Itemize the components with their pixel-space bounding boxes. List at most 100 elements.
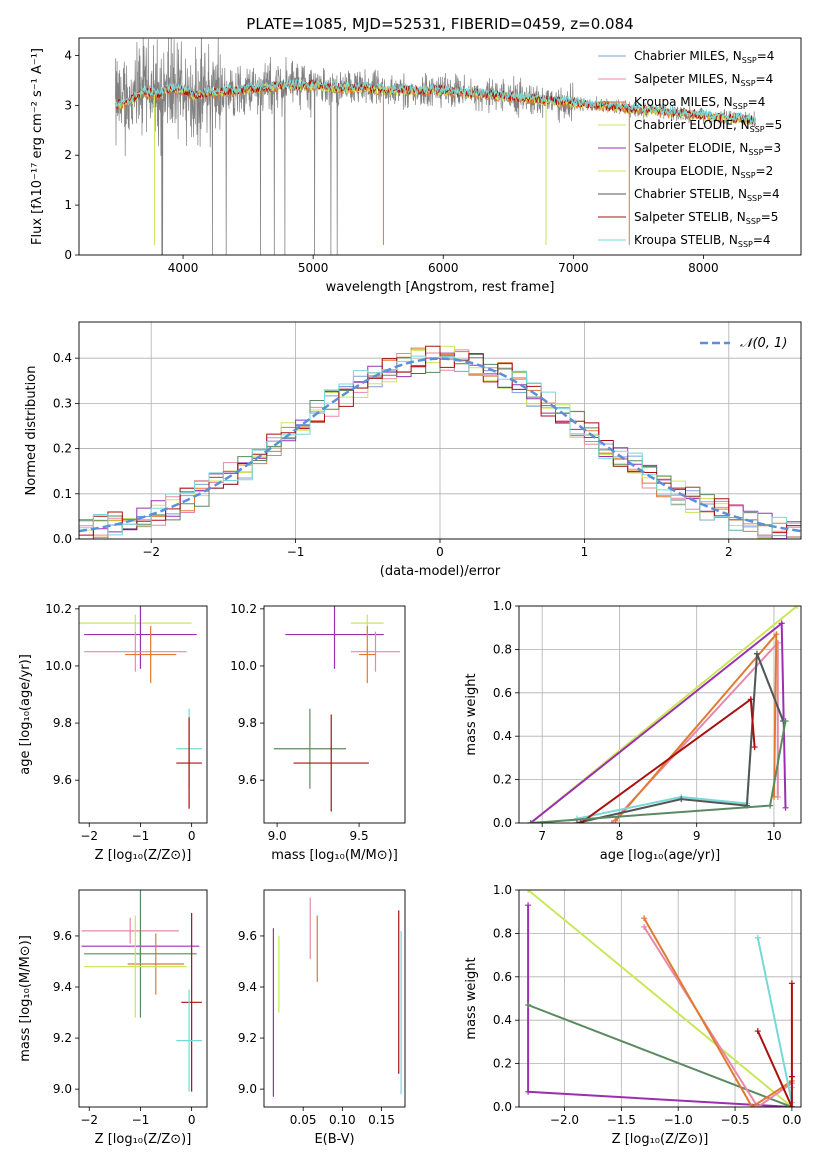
x-axis-label: Z [log₁₀(Z/Z⊙)] bbox=[95, 848, 192, 863]
x-tick-label: −1.5 bbox=[607, 1113, 636, 1127]
y-tick-label: 0.0 bbox=[53, 532, 72, 546]
mass-weight-line bbox=[527, 890, 793, 1107]
y-tick-label: 9.0 bbox=[238, 1082, 257, 1096]
x-tick-label: 0.05 bbox=[290, 1113, 317, 1127]
age-vs-metallicity-plot: −2 −1 0 9.6 9.8 10.0 10.2 Z [log₁₀(Z/Z⊙)] age [l… bbox=[18, 602, 208, 863]
mass-weight-marker bbox=[754, 1028, 761, 1035]
y-tick-label: 1.0 bbox=[493, 599, 512, 613]
y-tick-label: 0.3 bbox=[53, 396, 72, 410]
mass-weight-marker bbox=[641, 915, 648, 922]
mass-weight-marker bbox=[754, 1104, 761, 1107]
mass-weight-marker bbox=[525, 1002, 532, 1009]
x-tick-label: 10 bbox=[766, 829, 781, 843]
y-axis-label: mass weight bbox=[464, 673, 479, 755]
y-axis-label: Normed distribution bbox=[24, 366, 39, 496]
axes-frame bbox=[78, 321, 802, 540]
x-tick-label: 9.5 bbox=[350, 829, 369, 843]
mass-weight-marker bbox=[747, 696, 754, 703]
x-tick-label: −1.0 bbox=[664, 1113, 693, 1127]
plot-area bbox=[525, 890, 795, 1107]
y-tick-label: 0.4 bbox=[493, 729, 512, 743]
figure-title: PLATE=1085, MJD=52531, FIBERID=0459, z=0… bbox=[246, 15, 633, 33]
mass-vs-reddening-plot: 0.05 0.10 0.15 9.0 9.2 9.4 9.6 E(B-V) bbox=[238, 889, 406, 1147]
x-tick-label: 7 bbox=[538, 829, 546, 843]
mass-weight-marker bbox=[751, 744, 758, 751]
mass-weight-marker bbox=[778, 620, 785, 627]
y-tick-label: 9.0 bbox=[53, 1082, 72, 1096]
x-axis-label: wavelength [Angstrom, rest frame] bbox=[326, 280, 555, 295]
mass-weight-marker bbox=[773, 631, 780, 638]
y-tick-label: 3 bbox=[64, 98, 72, 112]
mass-weight-marker bbox=[767, 802, 774, 809]
y-tick-label: 0.0 bbox=[493, 816, 512, 830]
mass-weight-marker bbox=[788, 980, 795, 987]
model-spectrum-line bbox=[114, 78, 756, 125]
mass-weight-line bbox=[643, 926, 793, 1107]
y-tick-label: 4 bbox=[64, 48, 72, 62]
x-tick-label: −2 bbox=[142, 545, 160, 559]
x-tick-label: 9 bbox=[693, 829, 701, 843]
legend-entry: Chabrier STELIB, NSSP=4 bbox=[634, 187, 780, 203]
y-tick-label: 10.0 bbox=[45, 659, 72, 673]
mass-weight-marker bbox=[525, 902, 532, 909]
x-tick-label: 7000 bbox=[558, 261, 589, 275]
mass-weight-marker bbox=[782, 718, 789, 725]
x-tick-label: −2 bbox=[80, 1113, 98, 1127]
x-tick-label: −0.5 bbox=[720, 1113, 749, 1127]
residual-histogram bbox=[79, 355, 801, 539]
y-tick-label: 9.8 bbox=[53, 716, 72, 730]
axes-frame bbox=[78, 889, 208, 1108]
y-tick-label: 9.6 bbox=[238, 773, 257, 787]
y-tick-label: 0.2 bbox=[53, 442, 72, 456]
y-tick-label: 9.6 bbox=[238, 929, 257, 943]
y-tick-label: 0.4 bbox=[493, 1013, 512, 1027]
y-tick-label: 10.2 bbox=[230, 602, 257, 616]
normal-distribution-curve bbox=[79, 357, 801, 533]
x-tick-label: 8000 bbox=[688, 261, 719, 275]
y-axis-label: age [log₁₀(age/yr)] bbox=[18, 654, 33, 775]
x-tick-label: −1 bbox=[132, 829, 150, 843]
spectrum-plot: 4000 5000 6000 7000 8000 0 1 2 3 4 wavelength [Ang… bbox=[30, 37, 802, 295]
x-axis-label: (data-model)/error bbox=[380, 564, 501, 579]
mass-weight-marker bbox=[754, 934, 761, 941]
axes-frame bbox=[263, 889, 406, 1108]
y-axis-label: mass weight bbox=[464, 957, 479, 1039]
plot-area bbox=[79, 345, 801, 539]
x-tick-label: 9.0 bbox=[268, 829, 287, 843]
mass-weight-marker bbox=[794, 606, 801, 609]
x-axis-label: Z [log₁₀(Z/Z⊙)] bbox=[95, 1132, 192, 1147]
mass-weight-marker bbox=[577, 820, 584, 823]
x-tick-label: 4000 bbox=[168, 261, 199, 275]
y-tick-label: 9.2 bbox=[53, 1031, 72, 1045]
plot-area bbox=[527, 606, 801, 823]
y-tick-label: 0.1 bbox=[53, 487, 72, 501]
x-tick-label: 8 bbox=[616, 829, 624, 843]
y-tick-label: 10.0 bbox=[230, 659, 257, 673]
y-tick-label: 10.2 bbox=[45, 602, 72, 616]
plot-area bbox=[79, 606, 202, 809]
mass-weight-marker bbox=[749, 1104, 756, 1107]
residuals-plot: −2 −1 0 1 2 0.0 0.1 0.2 0.3 0.4 (data-model)/error… bbox=[24, 321, 802, 579]
x-tick-label: 6000 bbox=[428, 261, 459, 275]
axes-frame bbox=[518, 605, 802, 824]
y-axis-label: Flux [fλ10⁻¹⁷ erg cm⁻² s⁻¹ A⁻¹] bbox=[30, 48, 45, 245]
legend-entry: Salpeter STELIB, NSSP=5 bbox=[634, 210, 778, 226]
x-tick-label: 0.10 bbox=[329, 1113, 356, 1127]
x-axis-label: Z [log₁₀(Z/Z⊙)] bbox=[612, 1132, 709, 1147]
x-tick-label: −2.0 bbox=[550, 1113, 579, 1127]
y-tick-label: 0 bbox=[64, 248, 72, 262]
y-tick-label: 9.4 bbox=[53, 980, 72, 994]
x-tick-label: 0.0 bbox=[782, 1113, 801, 1127]
model-spectrum-line bbox=[115, 79, 756, 126]
mass-vs-metallicity-plot: −2 −1 0 9.0 9.2 9.4 9.6 Z [log₁₀(Z/Z⊙)] mass [lo… bbox=[18, 889, 208, 1147]
legend-entry: Kroupa MILES, NSSP=4 bbox=[634, 95, 765, 111]
x-tick-label: 1 bbox=[581, 545, 589, 559]
x-tick-label: 0.15 bbox=[368, 1113, 395, 1127]
x-tick-label: −1 bbox=[287, 545, 305, 559]
legend-entry: Kroupa ELODIE, NSSP=2 bbox=[634, 164, 773, 180]
y-tick-label: 9.2 bbox=[238, 1031, 257, 1045]
x-tick-label: 2 bbox=[725, 545, 733, 559]
mass-weight-line bbox=[527, 905, 792, 1107]
y-tick-label: 9.6 bbox=[53, 773, 72, 787]
